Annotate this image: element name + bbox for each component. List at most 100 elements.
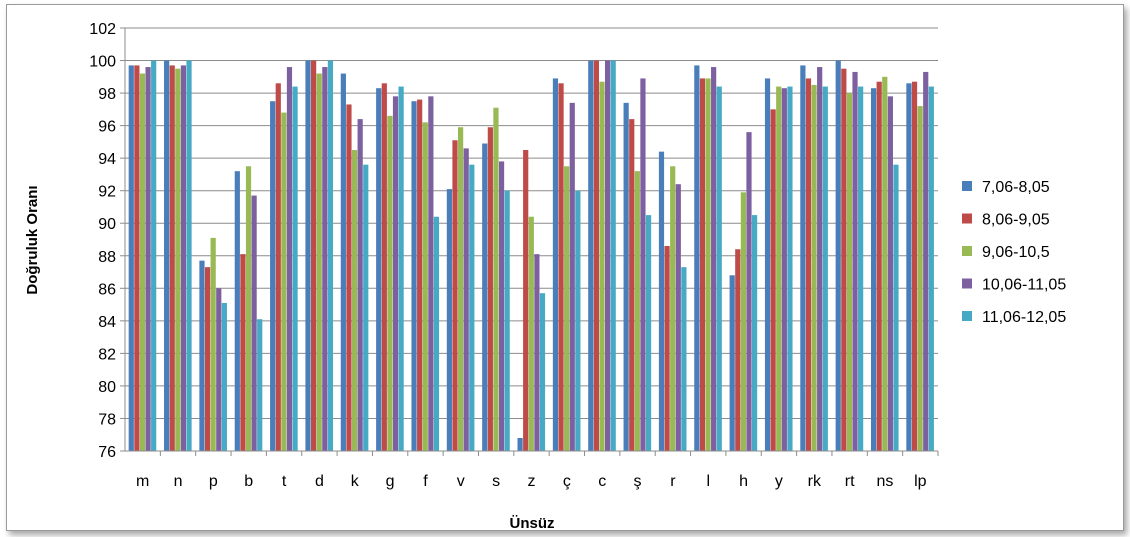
bar xyxy=(746,132,752,451)
bar xyxy=(327,60,334,452)
category-group-s xyxy=(482,107,510,451)
bar xyxy=(711,67,717,452)
x-tick-label: n xyxy=(174,473,183,490)
bar xyxy=(221,302,227,451)
legend-item: 10,06-11,05 xyxy=(962,277,1066,294)
x-tick-label: p xyxy=(209,473,218,490)
bar xyxy=(817,67,823,452)
bar xyxy=(234,171,240,451)
bar xyxy=(906,83,912,452)
category-group-rk xyxy=(800,65,828,452)
bar xyxy=(588,60,594,452)
bar xyxy=(428,96,434,451)
bar xyxy=(917,106,923,451)
legend-label: 7,06-8,05 xyxy=(982,179,1050,196)
x-tick-label: s xyxy=(492,473,500,490)
legend-item: 11,06-12,05 xyxy=(962,309,1066,326)
bar xyxy=(534,254,540,451)
category-group-ş xyxy=(623,78,652,451)
bar xyxy=(811,84,817,451)
category-group-y xyxy=(764,78,793,452)
legend-swatch xyxy=(962,213,972,224)
bar xyxy=(575,190,581,451)
legend: 7,06-8,05 8,06-9,05 9,06-10,5 10,06-11,05 11… xyxy=(962,179,1066,326)
y-tick-label: 84 xyxy=(98,314,116,331)
y-tick-label: 102 xyxy=(89,21,116,38)
y-tick-label: 78 xyxy=(98,411,116,428)
bar xyxy=(716,86,722,452)
axes xyxy=(120,27,939,456)
bar xyxy=(640,78,646,451)
bar xyxy=(841,68,847,451)
bar xyxy=(164,60,170,452)
legend-item: 9,06-10,5 xyxy=(962,244,1050,261)
x-tick-label: lp xyxy=(914,473,927,490)
bar xyxy=(210,237,216,451)
x-tick-label: ş xyxy=(634,473,642,490)
bar xyxy=(876,81,882,451)
bar xyxy=(134,65,140,452)
bar xyxy=(139,73,146,452)
bar xyxy=(463,148,469,451)
x-tick-label: v xyxy=(457,473,465,490)
category-group-v xyxy=(446,127,475,452)
bar xyxy=(846,93,853,452)
y-tick-label: 90 xyxy=(98,216,116,233)
bar xyxy=(893,164,899,451)
bar xyxy=(523,150,529,451)
category-group-p xyxy=(199,237,227,451)
bar xyxy=(681,267,687,451)
y-tick-label: 82 xyxy=(98,346,116,363)
legend-label: 11,06-12,05 xyxy=(982,309,1066,326)
bar xyxy=(286,67,293,452)
legend-label: 9,06-10,5 xyxy=(982,244,1050,261)
category-group-g xyxy=(376,83,404,452)
bar xyxy=(433,216,440,451)
bar xyxy=(751,215,758,451)
bar xyxy=(805,78,812,451)
x-tick-label: b xyxy=(244,473,253,490)
bar xyxy=(623,102,629,451)
legend-swatch xyxy=(962,278,972,289)
bar xyxy=(882,76,888,452)
bar xyxy=(351,150,358,451)
x-tick-label: rt xyxy=(845,473,855,490)
bar xyxy=(835,60,841,452)
legend-swatch xyxy=(962,246,972,256)
bar xyxy=(658,151,665,451)
bar xyxy=(322,67,328,452)
legend-swatch xyxy=(962,311,972,321)
bar xyxy=(357,119,363,451)
x-tick-label: ç xyxy=(563,473,571,490)
bar xyxy=(670,166,676,452)
bar xyxy=(629,119,635,451)
bar xyxy=(270,101,276,451)
bar xyxy=(151,60,157,452)
category-group-rt xyxy=(835,60,864,452)
bars xyxy=(128,60,934,452)
bar xyxy=(852,71,858,451)
bar xyxy=(781,88,787,451)
bar xyxy=(340,73,346,452)
y-tick-label: 80 xyxy=(98,379,116,396)
bar xyxy=(735,249,741,451)
bar xyxy=(381,83,387,452)
bar xyxy=(822,86,828,452)
bar xyxy=(645,215,652,451)
bar xyxy=(604,60,611,452)
bar xyxy=(558,83,564,452)
bar xyxy=(245,166,252,452)
bar xyxy=(770,109,776,451)
category-group-z xyxy=(517,150,546,451)
category-group-l xyxy=(694,65,722,452)
bar xyxy=(552,78,559,451)
x-tick-label: c xyxy=(598,473,606,490)
x-tick-label: t xyxy=(282,473,287,490)
bar xyxy=(487,127,493,451)
bar xyxy=(458,127,464,451)
bar xyxy=(387,115,393,451)
y-tick-label: 100 xyxy=(89,54,116,71)
bar xyxy=(610,60,616,452)
category-group-b xyxy=(234,166,263,452)
bar xyxy=(180,65,187,452)
